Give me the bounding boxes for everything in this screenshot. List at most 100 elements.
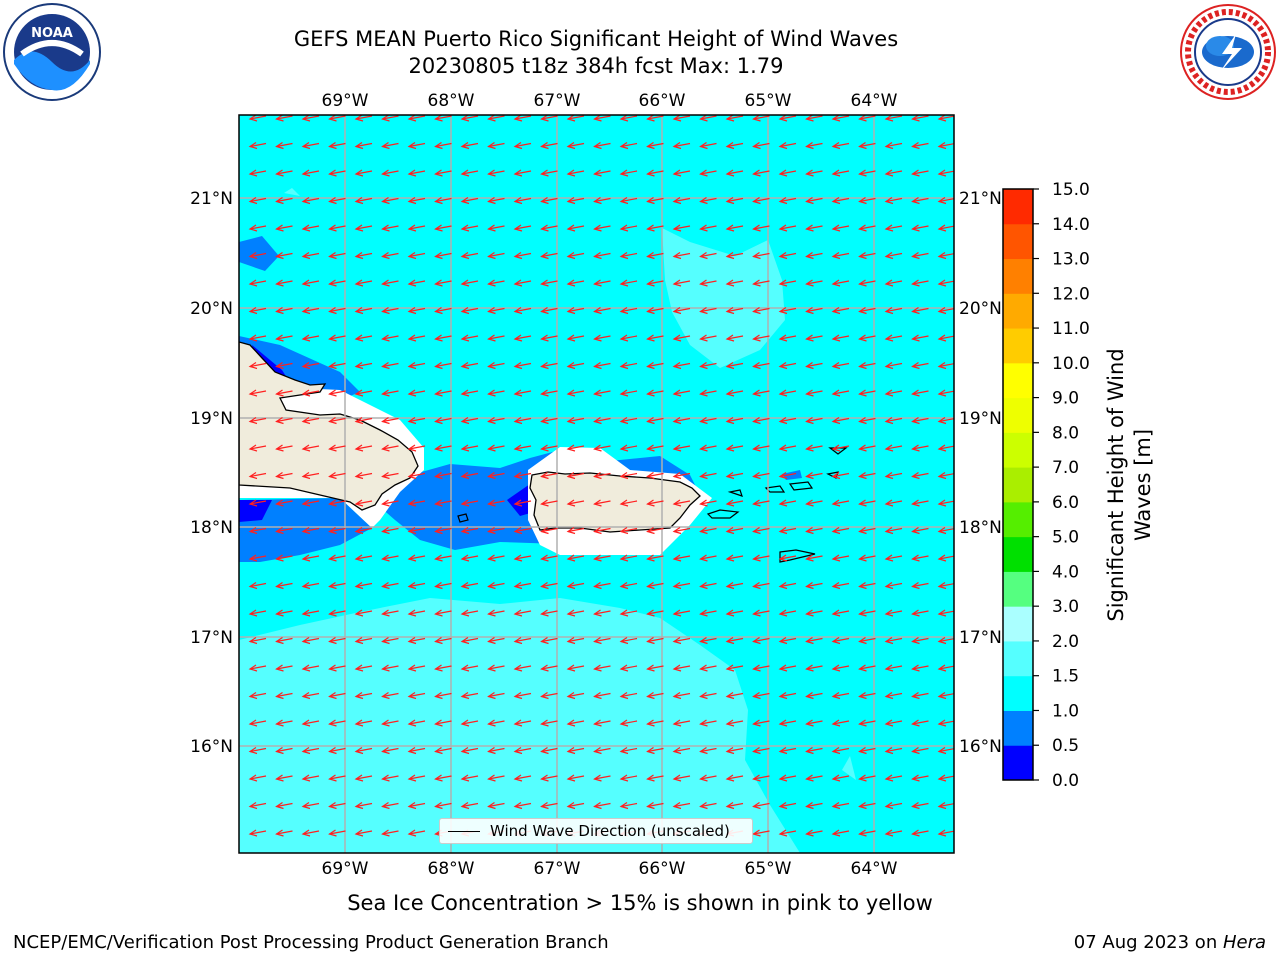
wave-direction-arrow: [885, 445, 903, 450]
wave-direction-arrowhead: [540, 362, 549, 370]
wave-direction-arrowhead: [248, 554, 258, 562]
wave-direction-arrowhead: [328, 692, 337, 700]
wave-direction-arrowhead: [672, 279, 682, 287]
wave-direction-arrowhead: [513, 169, 523, 177]
wave-direction-arrow: [594, 362, 611, 368]
wave-direction-arrow: [488, 637, 505, 643]
wave-direction-arrowhead: [487, 362, 496, 370]
colorbar-swatch: [1003, 640, 1033, 677]
wave-direction-arrowhead: [540, 802, 549, 810]
wave-direction-arrowhead: [858, 307, 867, 315]
wave-direction-arrow: [859, 142, 876, 148]
wave-direction-arrow: [753, 665, 770, 670]
wave-direction-arrow: [832, 802, 850, 808]
lon-label-bottom: 69°W: [322, 859, 369, 879]
wave-direction-arrowhead: [858, 444, 867, 452]
wave-direction-arrowhead: [672, 719, 682, 727]
wave-direction-arrowhead: [487, 774, 496, 782]
wave-direction-arrowhead: [434, 554, 443, 562]
wave-direction-arrow: [276, 802, 293, 808]
wave-direction-arrowhead: [434, 664, 443, 672]
wave-direction-arrowhead: [460, 747, 470, 755]
wave-direction-arrow: [832, 637, 850, 643]
wave-direction-arrow: [885, 225, 903, 230]
wave-direction-arrow: [779, 252, 797, 258]
wave-direction-arrowhead: [699, 197, 708, 205]
wave-direction-arrowhead: [540, 719, 549, 727]
wave-direction-arrow: [302, 225, 320, 230]
wave-direction-arrow: [779, 692, 797, 698]
wave-direction-arrowhead: [937, 444, 947, 452]
wave-direction-arrow: [329, 665, 346, 670]
wave-direction-arrowhead: [434, 582, 443, 590]
wave-direction-arrowhead: [831, 692, 841, 700]
wave-direction-arrow: [382, 445, 399, 450]
wave-direction-arrow: [488, 445, 505, 450]
wave-direction-arrowhead: [275, 719, 284, 727]
wave-direction-arrow: [276, 527, 293, 533]
wave-direction-arrow: [567, 720, 585, 725]
wave-direction-arrow: [514, 225, 532, 230]
wave-direction-arrowhead: [381, 252, 390, 260]
wave-direction-arrowhead: [937, 609, 947, 617]
wave-direction-arrow: [859, 610, 876, 615]
wave-direction-arrow: [594, 225, 611, 230]
wave-direction-arrowhead: [248, 747, 258, 755]
wave-direction-arrow: [461, 775, 479, 780]
wave-direction-arrowhead: [566, 169, 576, 177]
wave-direction-arrowhead: [487, 472, 496, 480]
colorbar-swatch: [1003, 432, 1033, 468]
wave-direction-arrow: [885, 720, 903, 725]
wave-direction-arrow: [514, 390, 532, 395]
wave-direction-arrowhead: [354, 472, 364, 480]
wave-direction-arrowhead: [937, 664, 947, 672]
wave-direction-arrowhead: [911, 389, 920, 397]
wave-direction-arrow: [382, 115, 399, 120]
wave-direction-arrow: [779, 390, 797, 395]
wave-direction-arrowhead: [937, 307, 947, 315]
wave-direction-arrow: [753, 362, 770, 368]
wave-direction-arrowhead: [805, 142, 814, 150]
wave-direction-arrowhead: [858, 142, 867, 150]
wave-direction-arrowhead: [805, 774, 814, 782]
wave-direction-arrow: [700, 417, 717, 423]
wave-direction-arrow: [594, 610, 611, 615]
wave-direction-arrowhead: [858, 279, 867, 287]
wave-direction-arrow: [594, 692, 611, 698]
wave-direction-arrowhead: [434, 774, 443, 782]
wave-direction-arrowhead: [566, 802, 576, 810]
wave-direction-arrowhead: [487, 609, 496, 617]
wave-direction-arrowhead: [884, 692, 894, 700]
wave-direction-arrowhead: [884, 719, 894, 727]
wave-direction-arrowhead: [354, 362, 364, 370]
wave-direction-arrowhead: [248, 829, 258, 837]
wave-direction-arrow: [726, 115, 744, 120]
wave-direction-arrowhead: [831, 829, 841, 837]
wave-direction-arrow: [779, 555, 797, 560]
wave-direction-arrow: [355, 142, 373, 148]
wave-direction-arrow: [806, 170, 823, 175]
wave-direction-arrowhead: [672, 252, 682, 260]
wave-direction-arrow: [302, 280, 320, 285]
wave-direction-arrowhead: [275, 417, 284, 425]
footer-credit: NCEP/EMC/Verification Post Processing Pr…: [13, 932, 609, 953]
wave-direction-arrowhead: [248, 197, 258, 205]
wave-direction-arrow: [912, 830, 929, 835]
colorbar-swatch: [1003, 362, 1033, 399]
wave-direction-arrow: [806, 197, 823, 203]
wave-direction-arrowhead: [725, 499, 735, 507]
wave-direction-arrowhead: [328, 609, 337, 617]
wave-direction-arrowhead: [699, 774, 708, 782]
wave-direction-arrowhead: [884, 252, 894, 260]
wave-direction-arrowhead: [513, 664, 523, 672]
wave-direction-arrow: [567, 775, 585, 780]
wave-direction-arrowhead: [407, 444, 417, 452]
wave-direction-arrowhead: [513, 582, 523, 590]
wave-direction-arrow: [408, 775, 426, 780]
colorbar-tick-label: 1.5: [1052, 667, 1079, 687]
wave-direction-arrow: [779, 335, 797, 340]
wave-direction-arrowhead: [646, 499, 655, 507]
wave-direction-arrowhead: [752, 499, 761, 507]
wave-direction-arrowhead: [619, 224, 629, 232]
wave-direction-arrowhead: [805, 664, 814, 672]
